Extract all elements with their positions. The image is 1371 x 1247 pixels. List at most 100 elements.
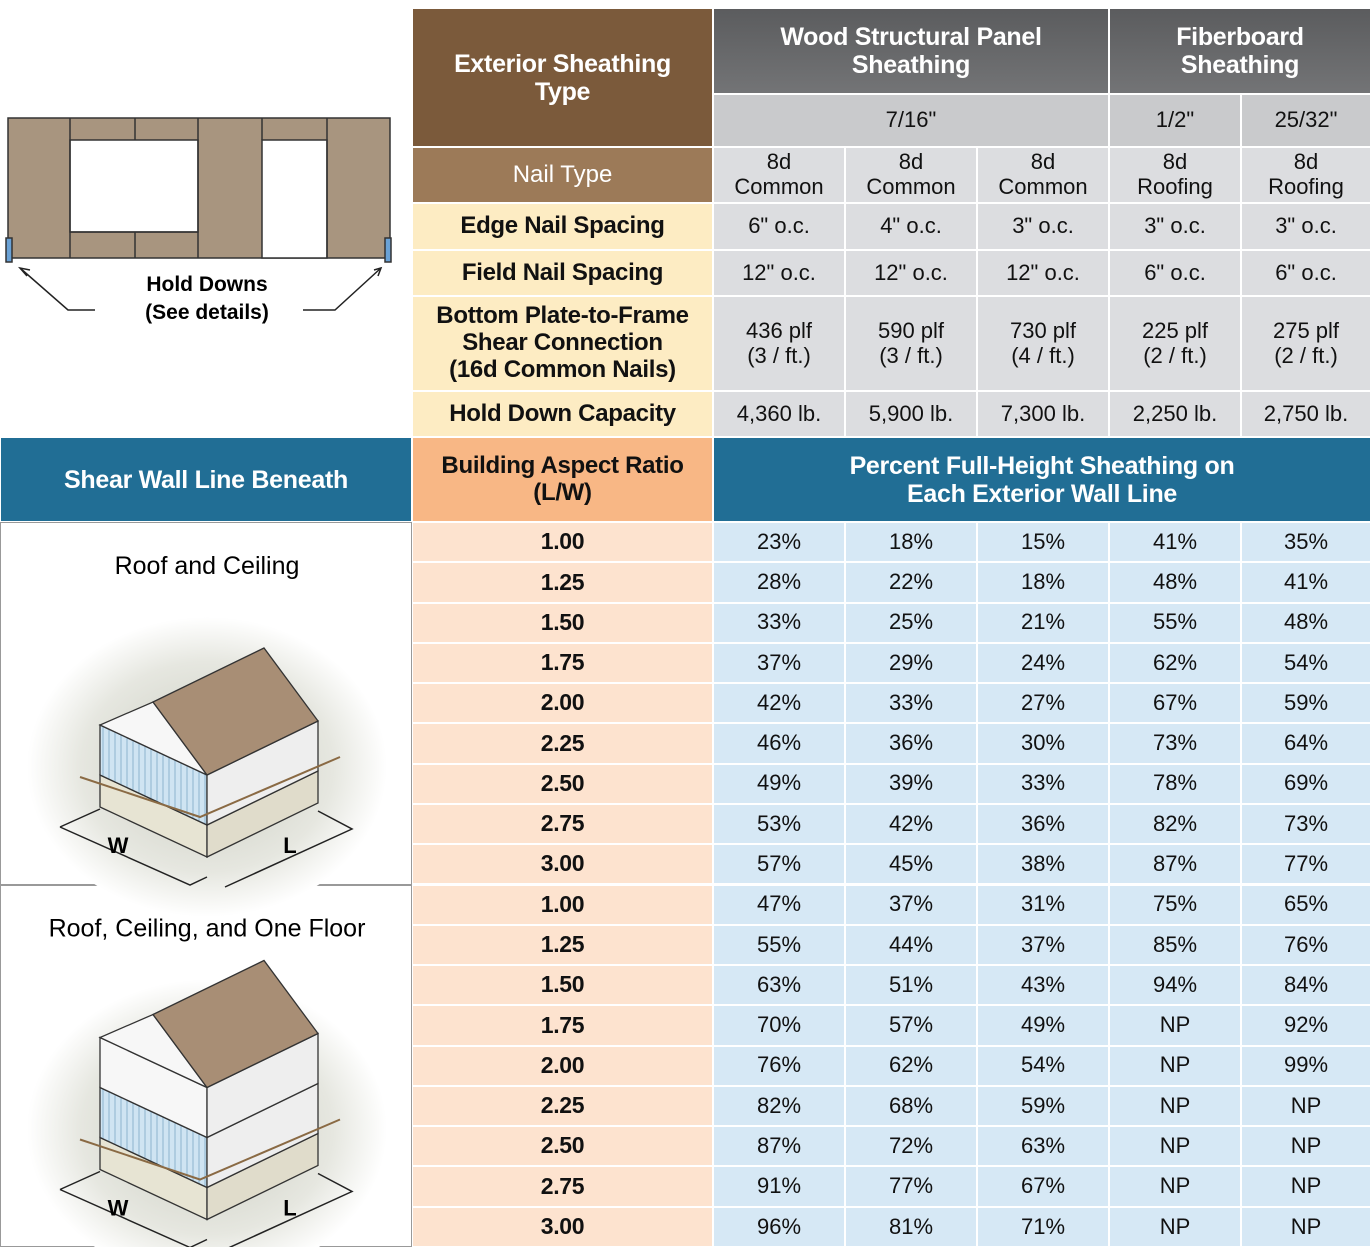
percent-cell: 18%	[845, 522, 977, 563]
text-line: Building Aspect Ratio	[441, 451, 684, 479]
text-line: 1.00	[540, 890, 585, 917]
dim-line	[59, 1170, 101, 1191]
text-line: 6" o.c.	[748, 213, 810, 239]
percent-cell: 42%	[845, 803, 977, 845]
text-line: Common	[998, 174, 1088, 199]
text-line: 1.50	[540, 608, 585, 635]
percent-cell: 62%	[1109, 642, 1241, 684]
text-line: 41%	[1152, 528, 1198, 554]
illustrations: Hold Downs (See details) Roof and Ceilin…	[5, 117, 392, 1247]
text-line: 73%	[1152, 730, 1198, 756]
text-line: 29%	[888, 649, 934, 675]
text-line: 33%	[1020, 770, 1066, 796]
spec-cell: 275 plf (2 / ft.)	[1241, 296, 1371, 391]
text-line: 35%	[1283, 528, 1329, 554]
text-line: 4,360 lb.	[736, 400, 822, 426]
percent-header: Percent Full-Height Sheathing on Each Ext…	[713, 437, 1371, 522]
percent-cell: 65%	[1241, 884, 1371, 925]
text-line: 28%	[756, 569, 802, 595]
dim-label: W	[108, 833, 129, 858]
aspect-ratio: 2.50	[412, 763, 713, 804]
spec-cell: 8d Common	[713, 147, 845, 203]
text-line: 2.00	[540, 689, 585, 716]
text-line: 82%	[1152, 810, 1198, 836]
text-line: 81%	[888, 1213, 934, 1239]
percent-cell: 36%	[977, 803, 1109, 845]
percent-cell: 68%	[845, 1085, 977, 1127]
dim-line	[59, 826, 208, 886]
text-line: 77%	[1283, 851, 1329, 877]
text-line: 3" o.c.	[1144, 213, 1206, 239]
spec-cell: 225 plf (2 / ft.)	[1109, 296, 1241, 391]
text-line: 67%	[1020, 1173, 1066, 1199]
spec-label: Bottom Plate-to-Frame Shear Connection (16…	[412, 296, 713, 391]
text-line: 43%	[1020, 971, 1066, 997]
percent-cell: 87%	[1109, 844, 1241, 885]
text-line: 62%	[888, 1052, 934, 1078]
text-line: 49%	[756, 770, 802, 796]
percent-cell: 59%	[977, 1085, 1109, 1127]
text-line: 55%	[1152, 609, 1198, 635]
aspect-ratio: 1.50	[412, 602, 713, 643]
percent-cell: 25%	[845, 602, 977, 643]
text-line: 78%	[1152, 770, 1198, 796]
text-line: 8d	[898, 149, 924, 175]
percent-cell: NP	[1241, 1085, 1371, 1127]
hold-downs-label: Hold Downs	[146, 273, 267, 296]
text-line: 53%	[756, 810, 802, 836]
percent-cell: 54%	[977, 1045, 1109, 1086]
text-line: 49%	[1020, 1012, 1066, 1038]
text-line: Wood Structural Panel	[780, 23, 1042, 51]
text-line: 42%	[756, 689, 802, 715]
text-line: 57%	[888, 1012, 934, 1038]
text-line: 6" o.c.	[1144, 259, 1206, 285]
ground-line	[79, 1118, 341, 1181]
spec-cell: 12" o.c.	[845, 250, 977, 296]
text-line: (2 / ft.)	[1143, 342, 1207, 368]
text-line: 37%	[1020, 931, 1066, 957]
thickness: 25/32"	[1241, 94, 1371, 147]
text-line: 57%	[756, 851, 802, 877]
spec-cell: 3" o.c.	[1109, 203, 1241, 250]
percent-cell: 78%	[1109, 763, 1241, 804]
percent-cell: NP	[1109, 1085, 1241, 1127]
text-line: 7,300 lb.	[1000, 400, 1086, 426]
percent-cell: 71%	[977, 1206, 1109, 1247]
percent-cell: 44%	[845, 924, 977, 966]
percent-cell: 48%	[1109, 562, 1241, 603]
percent-cell: 41%	[1241, 562, 1371, 603]
percent-cell: NP	[1241, 1206, 1371, 1247]
percent-cell: 64%	[1241, 723, 1371, 764]
percent-cell: 28%	[713, 562, 845, 603]
text-line: 39%	[888, 770, 934, 796]
text-line: 87%	[1152, 851, 1198, 877]
aspect-ratio: 2.75	[412, 803, 713, 845]
percent-cell: 18%	[977, 562, 1109, 603]
house-roof	[152, 959, 319, 1089]
text-line: 275 plf	[1272, 317, 1340, 343]
percent-cell: 77%	[1241, 844, 1371, 885]
thickness: 1/2"	[1109, 94, 1241, 147]
percent-cell: NP	[1109, 1126, 1241, 1167]
text-line: 44%	[888, 931, 934, 957]
spec-cell: 6" o.c.	[713, 203, 845, 250]
text-line: 7/16"	[885, 107, 937, 133]
text-line: 41%	[1283, 569, 1329, 595]
text-line: (16d Common Nails)	[449, 355, 676, 383]
percent-cell: 37%	[977, 924, 1109, 966]
section-label: Roof, Ceiling, and One Floor	[49, 915, 366, 943]
spec-cell: 6" o.c.	[1109, 250, 1241, 296]
percent-cell: NP	[1109, 1045, 1241, 1086]
aspect-ratio: 2.25	[412, 723, 713, 764]
aspect-ratio: 1.00	[412, 884, 713, 925]
dim-line	[59, 1188, 208, 1247]
spec-cell: 4,360 lb.	[713, 391, 845, 437]
text-line: NP	[1159, 1173, 1191, 1199]
text-line: 63%	[756, 971, 802, 997]
group-header: Wood Structural Panel Sheathing	[713, 8, 1109, 94]
text-line: 82%	[756, 1092, 802, 1118]
aspect-ratio: 1.75	[412, 1005, 713, 1046]
text-line: 51%	[888, 971, 934, 997]
percent-cell: 91%	[713, 1166, 845, 1207]
dim-line	[228, 1172, 354, 1247]
